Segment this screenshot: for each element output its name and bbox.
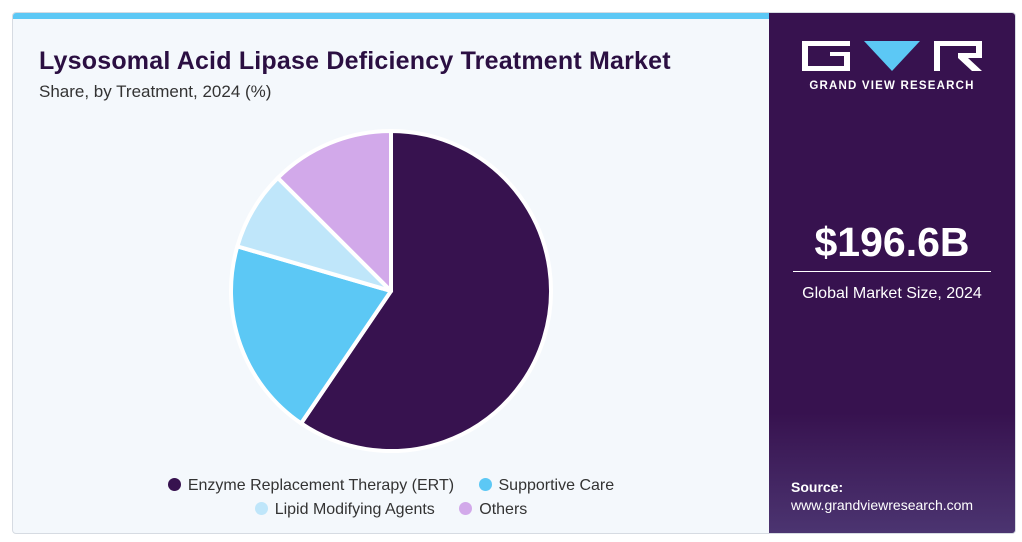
- pie-slice-supportive-care: [229, 244, 393, 426]
- pie-chart: [229, 129, 554, 453]
- legend-item-ert: Enzyme Replacement Therapy (ERT): [167, 477, 455, 495]
- chart-title: Lysosomal Acid Lipase Deficiency Treatme…: [39, 47, 671, 75]
- grand-view-research-logo: [802, 41, 982, 71]
- brand-name: GRAND VIEW RESEARCH: [809, 80, 975, 92]
- chart-subtitle: Share, by Treatment, 2024 (%): [39, 82, 272, 101]
- legend-row-1: Enzyme Replacement Therapy (ERT) Support…: [13, 477, 769, 495]
- legend-swatch-supportive-care: [478, 478, 492, 491]
- infographic-card: Lysosomal Acid Lipase Deficiency Treatme…: [12, 12, 1016, 534]
- divider: [793, 271, 991, 272]
- market-size-value: $196.6B: [814, 219, 970, 265]
- legend-label-others: Others: [479, 501, 528, 518]
- decorative-wave-pattern: [769, 413, 1015, 533]
- legend-swatch-others: [459, 502, 473, 515]
- source-link[interactable]: www.grandviewresearch.com: [791, 497, 974, 513]
- chart-panel: Lysosomal Acid Lipase Deficiency Treatme…: [13, 19, 769, 533]
- legend-label-ert: Enzyme Replacement Therapy (ERT): [187, 477, 455, 494]
- legend-item-others: Others: [459, 501, 527, 519]
- pie-slice-ert: [299, 129, 554, 453]
- legend-row-2: Lipid Modifying Agents Others: [13, 501, 769, 519]
- legend-swatch-ert: [167, 478, 181, 491]
- market-size-label: Global Market Size, 2024: [802, 285, 982, 302]
- legend-label-lipid-modifying-agents: Lipid Modifying Agents: [274, 501, 435, 518]
- accent-bar: [13, 13, 769, 19]
- legend-item-lipid-modifying-agents: Lipid Modifying Agents: [254, 501, 435, 519]
- source-label: Source:: [791, 479, 844, 495]
- legend-swatch-lipid-modifying-agents: [254, 502, 268, 515]
- pie-slice-others: [275, 129, 393, 293]
- summary-panel: GRAND VIEW RESEARCH $196.6B Global Marke…: [769, 13, 1015, 533]
- legend-label-supportive-care: Supportive Care: [498, 477, 615, 494]
- legend-item-supportive-care: Supportive Care: [478, 477, 615, 495]
